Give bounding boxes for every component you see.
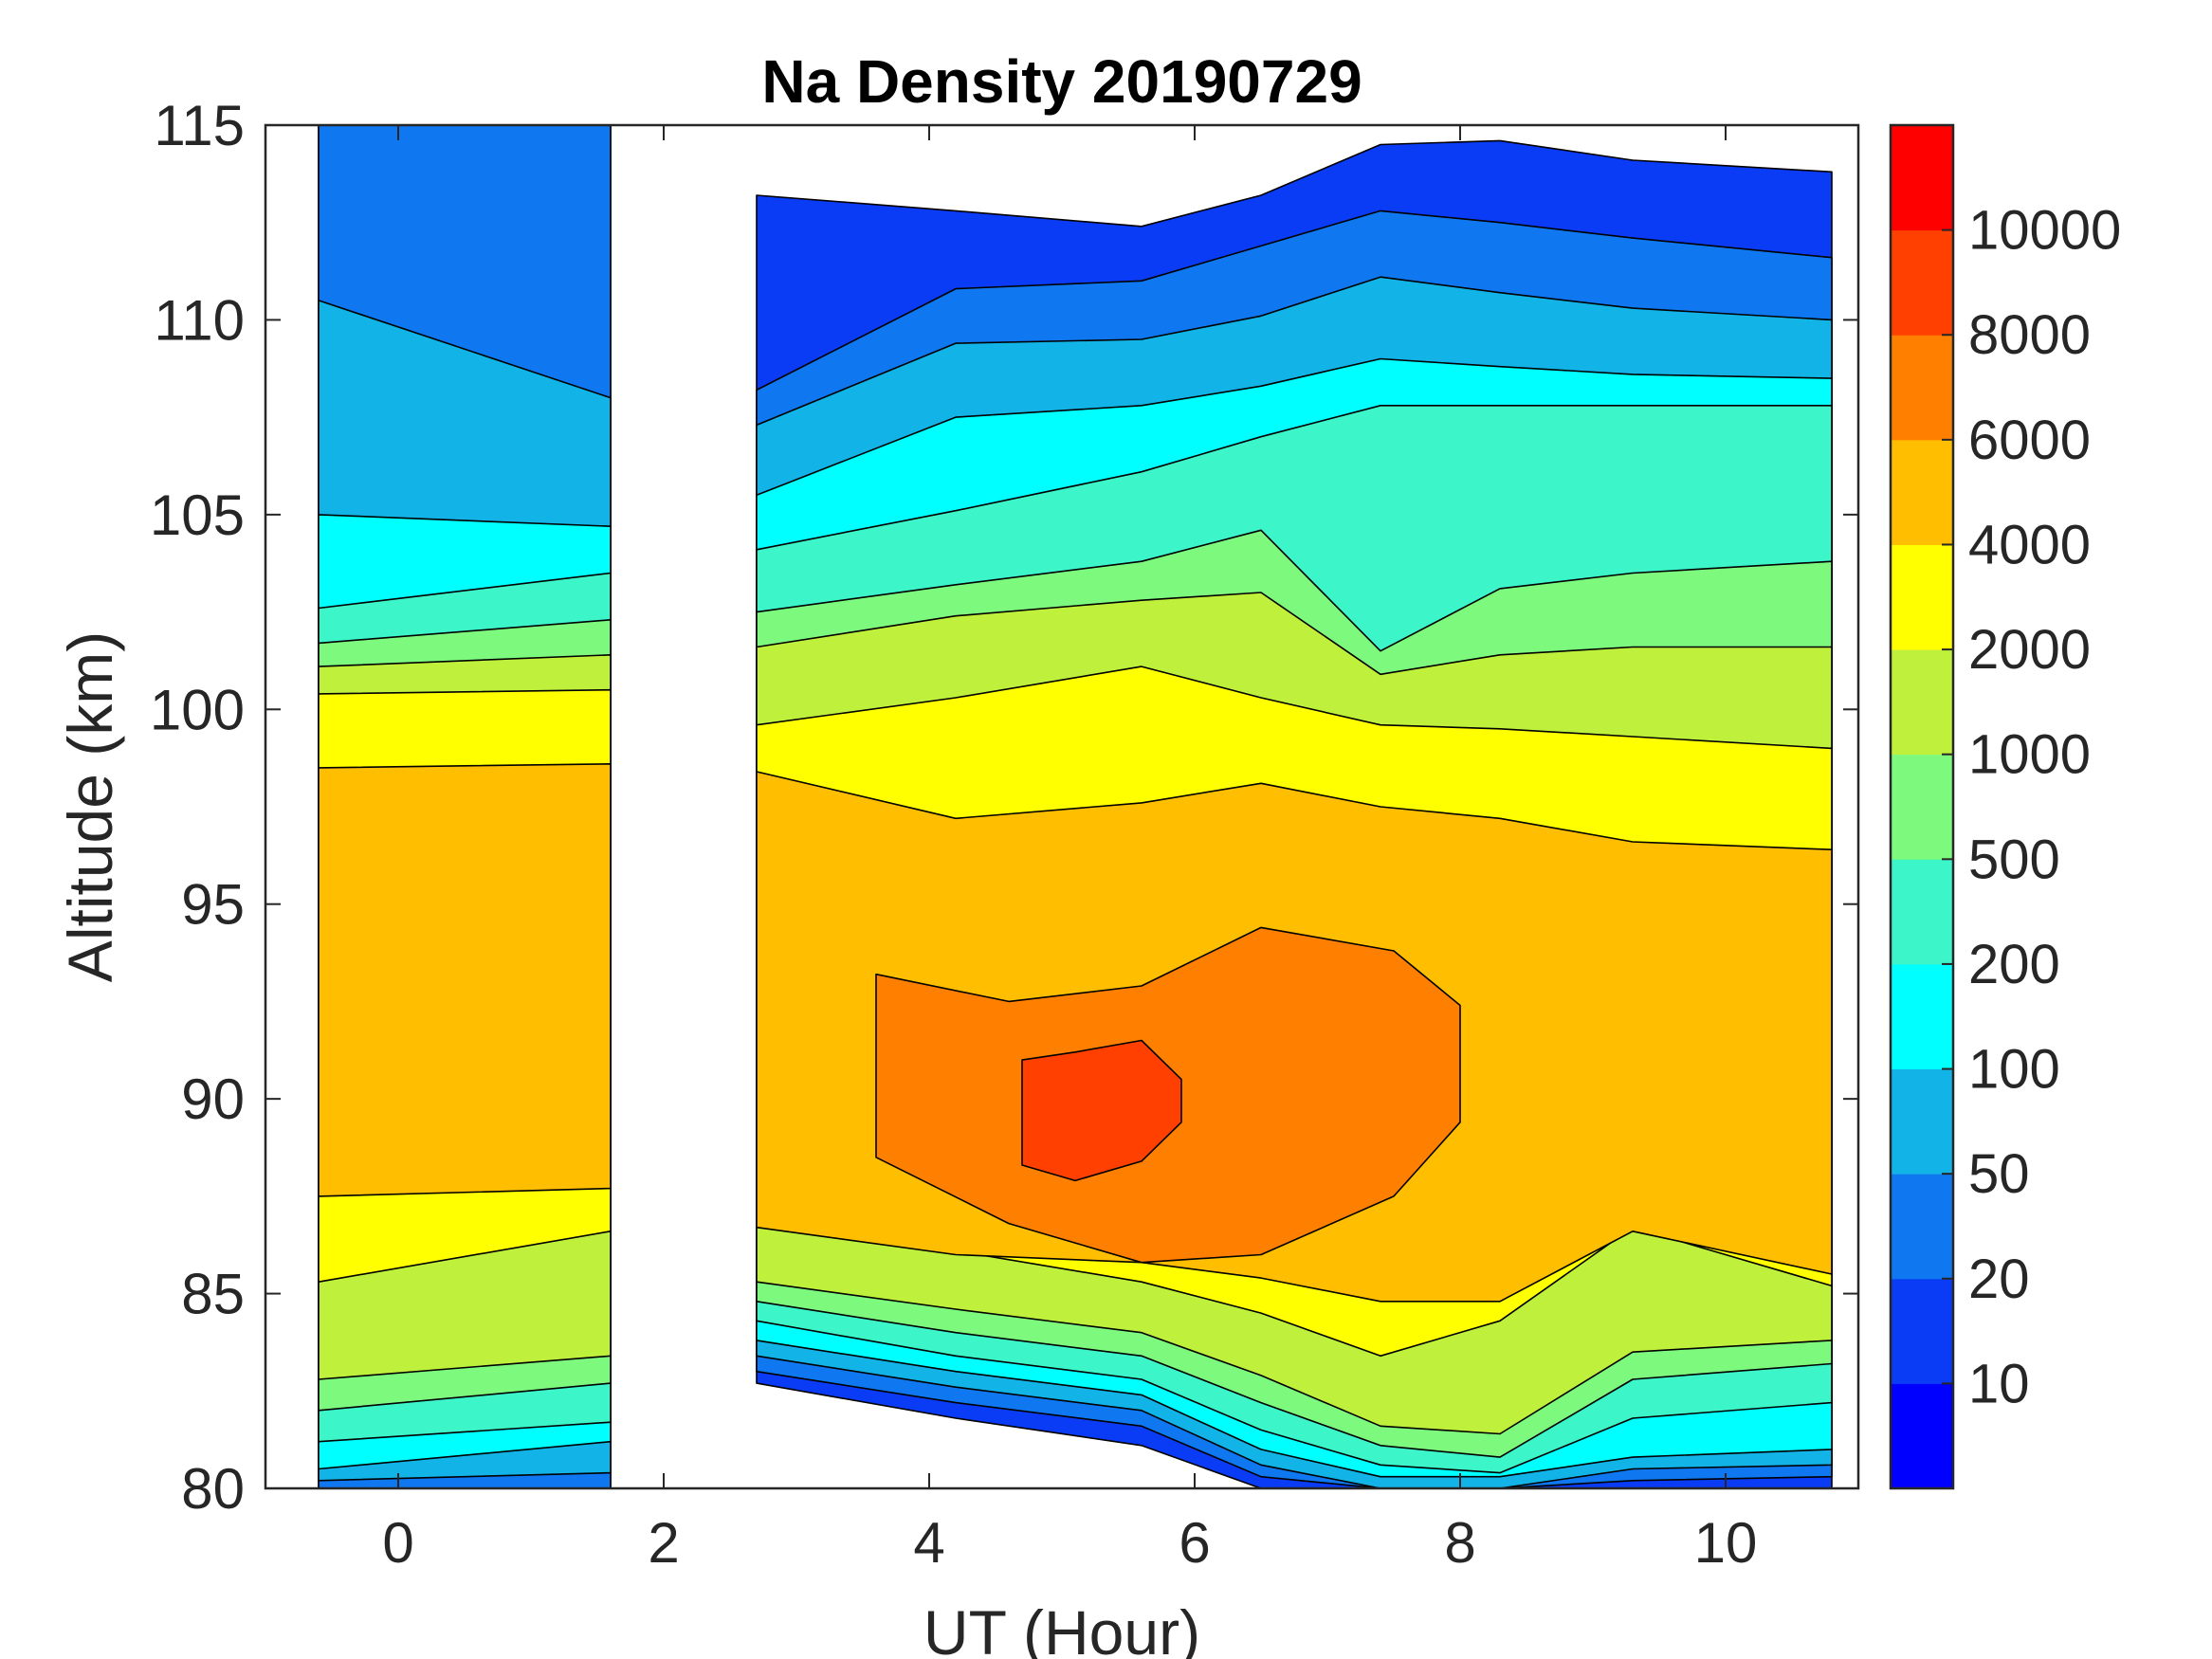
x-tick-label: 8 — [1444, 1511, 1475, 1575]
chart-title: Na Density 20190729 — [761, 47, 1362, 116]
y-axis-label: Altitude (km) — [55, 631, 125, 982]
colorbar-swatch — [1891, 649, 1953, 756]
colorbar-swatch — [1891, 754, 1953, 860]
colorbar-swatch — [1891, 963, 1953, 1070]
colorbar-swatch — [1891, 439, 1953, 545]
contour-layers — [318, 125, 1833, 1488]
x-tick-label: 0 — [382, 1511, 413, 1575]
y-tick-label: 95 — [181, 873, 245, 937]
y-axis: 80 85 90 95 100 105 110 115 — [150, 94, 1858, 1521]
contour-layer-8000-part-0 — [1021, 1039, 1182, 1182]
colorbar-swatch — [1891, 125, 1953, 231]
y-tick-label: 80 — [181, 1457, 245, 1521]
y-tick-label: 105 — [150, 483, 245, 547]
colorbar-swatch — [1891, 859, 1953, 965]
x-axis: 0 2 4 6 8 10 — [382, 125, 1757, 1575]
plot-frame — [264, 123, 1860, 1490]
colorbar-tick-label: 4000 — [1968, 514, 2091, 575]
colorbar-swatch — [1891, 335, 1953, 441]
colorbar-swatch — [1891, 544, 1953, 650]
colorbar-tick-label: 8000 — [1968, 304, 2091, 366]
colorbar-frame — [1889, 123, 1955, 1490]
y-tick-label: 115 — [154, 94, 245, 157]
colorbar-tick-label: 500 — [1968, 829, 2060, 890]
colorbar-swatch — [1891, 229, 1953, 336]
contour-layer-4000-part-0 — [318, 763, 612, 1197]
colorbar: 10 20 50 100 200 500 1000 2000 4000 6000 8000 10000 — [1889, 123, 2121, 1490]
colorbar-tick-label: 10 — [1968, 1353, 2030, 1414]
colorbar-tick-label: 20 — [1968, 1249, 2030, 1310]
x-tick-label: 2 — [648, 1511, 679, 1575]
y-tick-label: 110 — [154, 288, 245, 352]
colorbar-tick-label: 200 — [1968, 934, 2060, 995]
colorbar-tick-label: 100 — [1968, 1039, 2060, 1101]
x-tick-label: 10 — [1694, 1511, 1758, 1575]
x-tick-label: 6 — [1179, 1511, 1210, 1575]
y-tick-label: 85 — [181, 1263, 245, 1326]
colorbar-tick-label: 10000 — [1968, 200, 2121, 262]
colorbar-tick-label: 6000 — [1968, 410, 2091, 471]
x-tick-label: 4 — [913, 1511, 944, 1575]
colorbar-swatch — [1891, 1174, 1953, 1280]
x-axis-label: UT (Hour) — [923, 1597, 1200, 1659]
colorbar-tick-label: 1000 — [1968, 724, 2091, 786]
colorbar-tick-label: 50 — [1968, 1143, 2030, 1205]
y-tick-label: 100 — [150, 678, 245, 741]
colorbar-tick-label: 2000 — [1968, 619, 2091, 681]
colorbar-swatch — [1891, 1068, 1953, 1175]
colorbar-swatch — [1891, 1383, 1953, 1489]
y-tick-label: 90 — [181, 1067, 245, 1131]
colorbar-swatch — [1891, 1278, 1953, 1384]
